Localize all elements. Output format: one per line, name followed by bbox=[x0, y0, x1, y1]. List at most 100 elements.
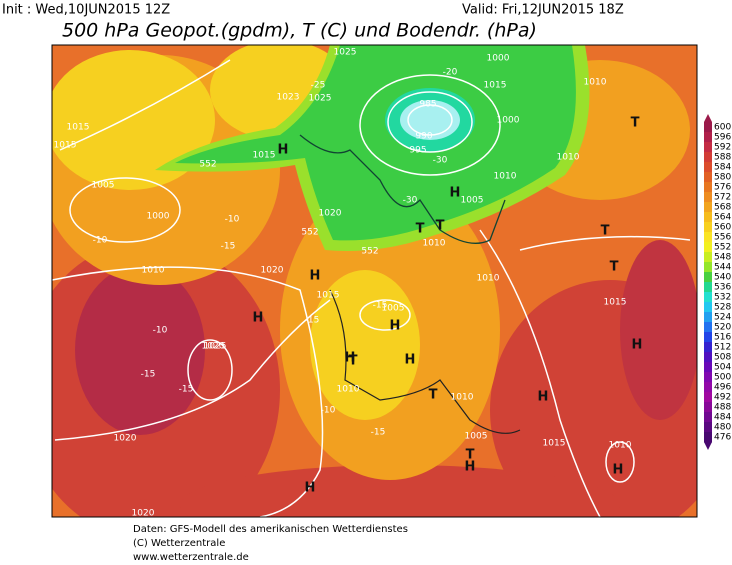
pressure-center: T bbox=[601, 224, 610, 239]
colorbar-cell bbox=[704, 122, 712, 133]
colorbar-label: 528 bbox=[714, 303, 731, 313]
colorbar-cell bbox=[704, 352, 712, 363]
colorbar-cell bbox=[704, 152, 712, 163]
colorbar-cell bbox=[704, 222, 712, 233]
pressure-center: H bbox=[450, 186, 461, 201]
colorbar-cell bbox=[704, 392, 712, 403]
colorbar-label: 572 bbox=[714, 193, 731, 203]
pressure-center: T bbox=[416, 222, 425, 237]
colorbar-cell bbox=[704, 382, 712, 393]
contour-label: 1010 bbox=[477, 274, 500, 284]
contour-label: 1020 bbox=[202, 342, 225, 352]
colorbar-label: 524 bbox=[714, 313, 731, 323]
colorbar-label: 596 bbox=[714, 133, 731, 143]
colorbar-label: 576 bbox=[714, 183, 731, 193]
pressure-center: H bbox=[310, 269, 321, 284]
contour-label: -15 bbox=[221, 242, 236, 252]
contour-label: 1015 bbox=[484, 81, 507, 91]
contour-label: 1020 bbox=[114, 434, 137, 444]
colorbar-cell bbox=[704, 162, 712, 173]
contour-label: -15 bbox=[371, 428, 386, 438]
colorbar-cell bbox=[704, 372, 712, 383]
init-time: Init : Wed,10JUN2015 12Z bbox=[2, 3, 170, 18]
contour-label: 1020 bbox=[319, 209, 342, 219]
contour-label: 1020 bbox=[261, 266, 284, 276]
contour-label: 1005 bbox=[465, 432, 488, 442]
contour-label: 1005 bbox=[382, 304, 405, 314]
colorbar-label: 512 bbox=[714, 343, 731, 353]
colorbar-arrow bbox=[704, 442, 712, 450]
footer-line: Daten: GFS-Modell des amerikanischen Wet… bbox=[133, 524, 408, 535]
contour-label: -10 bbox=[225, 215, 240, 225]
pressure-center: H bbox=[305, 481, 316, 496]
colorbar-cell bbox=[704, 312, 712, 323]
contour-label: 1000 bbox=[487, 54, 510, 64]
colorbar-label: 556 bbox=[714, 233, 731, 243]
contour-label: 1010 bbox=[451, 393, 474, 403]
contour-label: -20 bbox=[443, 68, 458, 78]
contour-label: 1010 bbox=[423, 239, 446, 249]
colorbar-label: 480 bbox=[714, 423, 731, 433]
colorbar-label: 560 bbox=[714, 223, 731, 233]
contour-label: 1010 bbox=[557, 153, 580, 163]
contour-label: 1010 bbox=[584, 78, 607, 88]
contour-label: 1025 bbox=[309, 94, 332, 104]
contour-label: 985 bbox=[419, 100, 436, 110]
contour-label: 1010 bbox=[337, 385, 360, 395]
colorbar-label: 600 bbox=[714, 123, 731, 133]
colorbar-cell bbox=[704, 242, 712, 253]
contour-label: -30 bbox=[403, 196, 418, 206]
contour-label: 552 bbox=[301, 228, 318, 238]
colorbar-cell bbox=[704, 192, 712, 203]
colorbar-cell bbox=[704, 142, 712, 153]
pressure-center: H bbox=[278, 143, 289, 158]
pressure-center: H bbox=[345, 351, 356, 366]
contour-label: 552 bbox=[361, 247, 378, 257]
contour-label: 1015 bbox=[543, 439, 566, 449]
contour-label: 1010 bbox=[142, 266, 165, 276]
colorbar-cell bbox=[704, 262, 712, 273]
pressure-center: H bbox=[465, 460, 476, 475]
contour-label: 1025 bbox=[334, 48, 357, 58]
valid-time: Valid: Fri,12JUN2015 18Z bbox=[462, 3, 624, 18]
colorbar-label: 516 bbox=[714, 333, 731, 343]
colorbar-label: 540 bbox=[714, 273, 731, 283]
colorbar-label: 536 bbox=[714, 283, 731, 293]
colorbar-cell bbox=[704, 212, 712, 223]
contour-label: -10 bbox=[321, 406, 336, 416]
contour-label: 990 bbox=[415, 132, 432, 142]
colorbar-cell bbox=[704, 422, 712, 433]
footer-line: www.wetterzentrale.de bbox=[133, 552, 249, 563]
pressure-center: H bbox=[613, 463, 624, 478]
contour-label: 1010 bbox=[609, 441, 632, 451]
colorbar-label: 500 bbox=[714, 373, 731, 383]
contour-label: 1015 bbox=[317, 291, 340, 301]
colorbar-cell bbox=[704, 332, 712, 343]
colorbar-label: 544 bbox=[714, 263, 731, 273]
contour-label: 1005 bbox=[92, 181, 115, 191]
map-frame bbox=[51, 44, 698, 518]
colorbar-label: 592 bbox=[714, 143, 731, 153]
colorbar-cell bbox=[704, 132, 712, 143]
contour-label: 1005 bbox=[461, 196, 484, 206]
contour-label: 552 bbox=[199, 160, 216, 170]
colorbar-arrow bbox=[704, 114, 712, 122]
colorbar-label: 496 bbox=[714, 383, 731, 393]
contour-label: -15 bbox=[373, 301, 388, 311]
pressure-center: H bbox=[405, 353, 416, 368]
pressure-center: H bbox=[253, 311, 264, 326]
colorbar-label: 520 bbox=[714, 323, 731, 333]
colorbar-label: 484 bbox=[714, 413, 731, 423]
contour-label: 1000 bbox=[147, 212, 170, 222]
colorbar-cell bbox=[704, 282, 712, 293]
pressure-center: T bbox=[610, 260, 619, 275]
pressure-center: T bbox=[349, 354, 358, 369]
pressure-center: T bbox=[631, 116, 640, 131]
pressure-center: H bbox=[538, 390, 549, 405]
contour-label: 1023 bbox=[277, 93, 300, 103]
contour-label: 1000 bbox=[497, 116, 520, 126]
colorbar-label: 492 bbox=[714, 393, 731, 403]
colorbar-label: 548 bbox=[714, 253, 731, 263]
contour-label: -30 bbox=[433, 156, 448, 166]
